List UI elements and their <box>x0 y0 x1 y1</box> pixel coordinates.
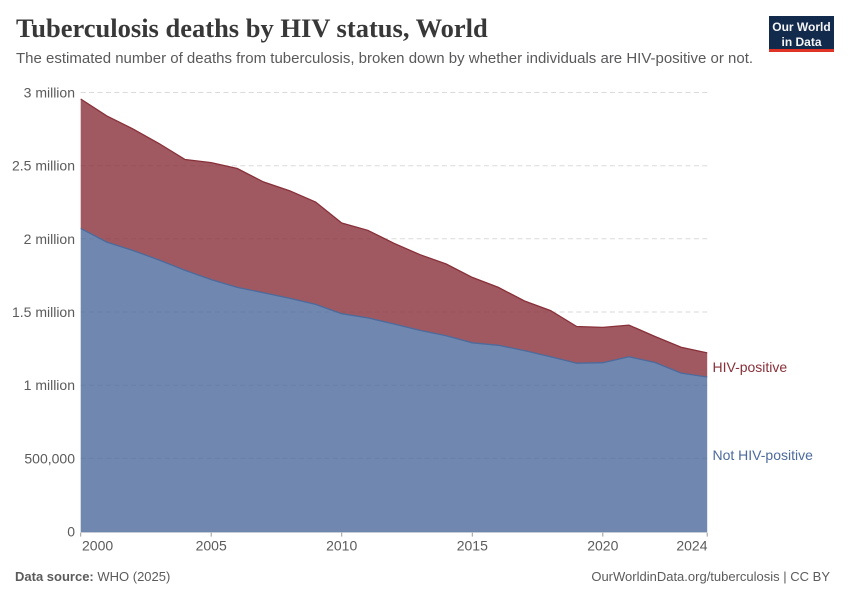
svg-text:2 million: 2 million <box>24 231 75 247</box>
svg-text:1 million: 1 million <box>24 377 75 393</box>
svg-text:2.5 million: 2.5 million <box>12 158 75 174</box>
svg-text:2020: 2020 <box>587 538 618 554</box>
svg-text:0: 0 <box>67 524 75 540</box>
svg-text:2010: 2010 <box>326 538 357 554</box>
svg-text:2024: 2024 <box>676 538 707 554</box>
svg-text:2015: 2015 <box>457 538 488 554</box>
svg-text:1.5 million: 1.5 million <box>12 304 75 320</box>
svg-text:2000: 2000 <box>82 538 113 554</box>
svg-text:2005: 2005 <box>196 538 227 554</box>
svg-text:3 million: 3 million <box>24 85 75 101</box>
svg-text:500,000: 500,000 <box>24 450 75 466</box>
svg-text:HIV-positive: HIV-positive <box>713 359 788 375</box>
svg-text:Not HIV-positive: Not HIV-positive <box>713 447 814 463</box>
